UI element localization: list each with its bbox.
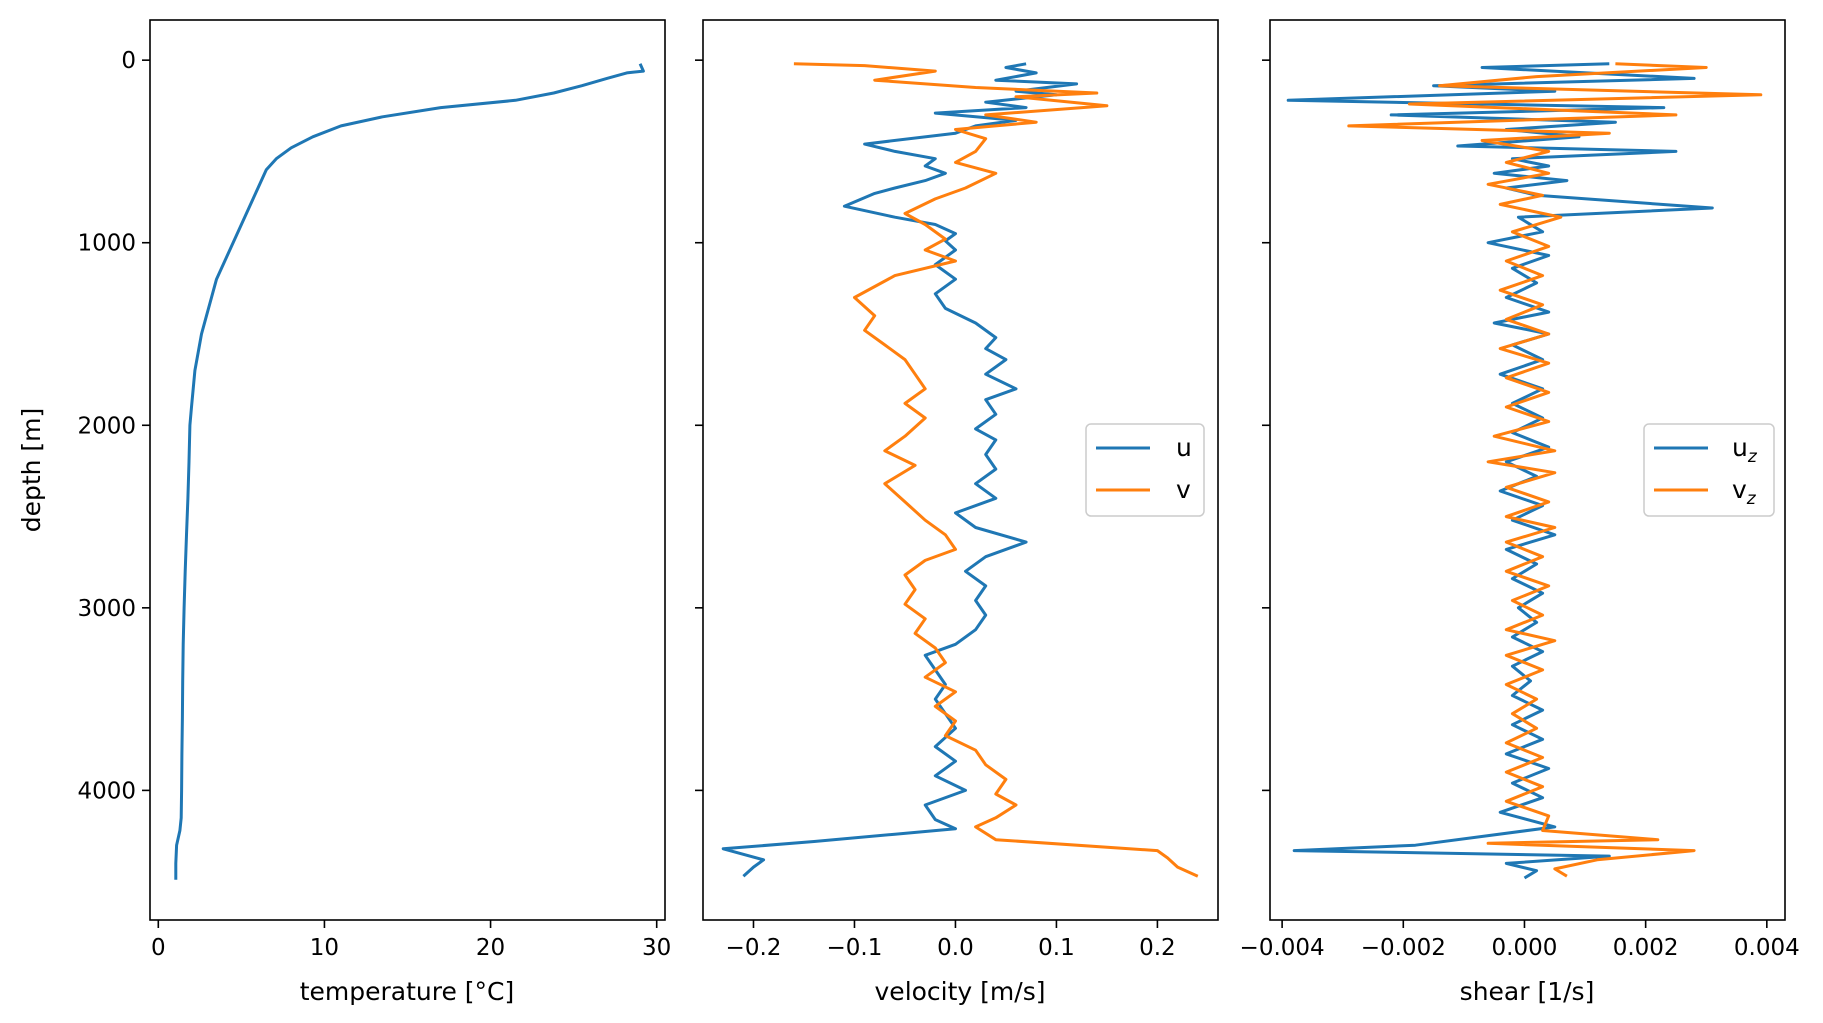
x-axis-ticks: −0.004 −0.002 0.000 0.002 0.004 xyxy=(1240,920,1800,961)
x-axis-ticks: 0 10 20 30 xyxy=(151,920,671,961)
x-tick-label: 0.2 xyxy=(1139,935,1176,961)
data-lines xyxy=(174,63,645,880)
velocity-panel: −0.2 −0.1 0.0 0.1 0.2 velocity [m/s] u v xyxy=(695,19,1219,1006)
x-tick-label: 20 xyxy=(476,935,505,961)
legend: u v xyxy=(1085,423,1205,517)
data-lines xyxy=(721,62,1199,878)
y-tick-label: 2000 xyxy=(77,413,136,439)
legend-label-u: u xyxy=(1176,433,1192,462)
x-tick-label: −0.1 xyxy=(827,935,883,961)
x-tick-label: −0.004 xyxy=(1240,935,1325,961)
y-axis-label: depth [m] xyxy=(17,408,46,533)
y-tick-label: 0 xyxy=(121,48,136,74)
data-lines xyxy=(1286,62,1763,880)
x-tick-label: −0.002 xyxy=(1361,935,1446,961)
shear-panel: −0.004 −0.002 0.000 0.002 0.004 shear [1/s] … xyxy=(1240,19,1800,1006)
x-tick-label: 30 xyxy=(642,935,671,961)
x-axis-label: shear [1/s] xyxy=(1460,977,1595,1006)
x-tick-label: 0.002 xyxy=(1613,935,1679,961)
x-tick-label: 0 xyxy=(151,935,166,961)
series-line-vz xyxy=(1347,62,1763,878)
plot-frame xyxy=(1269,19,1786,921)
y-tick-label: 4000 xyxy=(77,778,136,804)
series-line-v xyxy=(793,62,1199,878)
x-tick-label: 10 xyxy=(310,935,339,961)
x-tick-label: 0.0 xyxy=(937,935,974,961)
plot-frame xyxy=(702,19,1219,921)
legend-label-uz: uz xyxy=(1732,433,1758,467)
series-line-0 xyxy=(174,63,645,880)
x-tick-label: −0.2 xyxy=(726,935,782,961)
plot-frame xyxy=(149,19,666,921)
y-tick-label: 1000 xyxy=(77,231,136,257)
series-line-uz xyxy=(1286,62,1714,880)
y-tick-label: 3000 xyxy=(77,596,136,622)
x-axis-label: velocity [m/s] xyxy=(875,977,1046,1006)
legend-label-v: v xyxy=(1176,475,1191,504)
series-line-u xyxy=(721,62,1079,878)
x-tick-label: 0.004 xyxy=(1734,935,1800,961)
y-axis-ticks xyxy=(695,59,703,792)
legend-label-vz: vz xyxy=(1732,475,1757,509)
x-axis-ticks: −0.2 −0.1 0.0 0.1 0.2 xyxy=(726,920,1176,961)
x-axis-label: temperature [°C] xyxy=(300,977,515,1006)
legend: uz vz xyxy=(1643,423,1775,517)
x-tick-label: 0.1 xyxy=(1038,935,1075,961)
y-axis-ticks xyxy=(1262,59,1270,792)
y-axis-ticks: 0 1000 2000 3000 4000 xyxy=(77,48,150,804)
x-tick-label: 0.000 xyxy=(1492,935,1558,961)
temperature-panel: 0 10 20 30 0 1000 2000 3000 4000 temperature [°… xyxy=(17,19,671,1006)
